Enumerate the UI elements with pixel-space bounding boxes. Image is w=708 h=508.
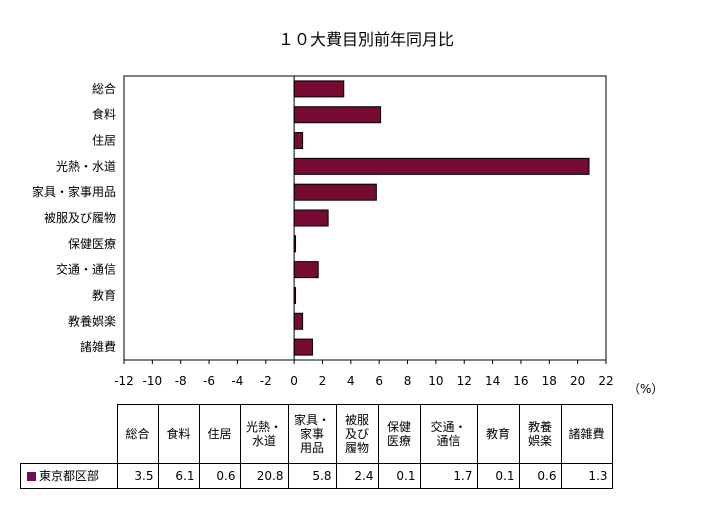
category-label: 光熱・水道 bbox=[56, 159, 116, 173]
category-label: 諸雑費 bbox=[80, 339, 116, 354]
x-tick-label: -4 bbox=[231, 374, 243, 388]
x-tick-label: -8 bbox=[175, 374, 187, 388]
category-label: 食料 bbox=[92, 107, 116, 122]
table-value-cell: 0.6 bbox=[518, 463, 562, 489]
table-header-row: 総合 食料 住居 光熱・ 水道 家具・ 家事 用品 被服 及び 履物 保健 医療 交通・ 通信 教育 教養 娯楽諸… bbox=[20, 404, 613, 464]
category-labels: 総合食料住居光熱・水道家具・家事用品被服及び履物保健医療交通・通信教育教養娯楽諸… bbox=[32, 81, 116, 354]
bar bbox=[293, 132, 304, 150]
table-value-cell: 1.3 bbox=[560, 463, 613, 489]
table-corner-cell bbox=[20, 404, 118, 464]
bar bbox=[293, 261, 319, 279]
bar bbox=[293, 312, 304, 330]
bar bbox=[293, 157, 590, 175]
x-axis-ticks bbox=[123, 360, 607, 364]
table-header-cell: 総合 bbox=[116, 404, 159, 464]
table-value-cell: 5.8 bbox=[287, 463, 337, 489]
table-header-cell: 住居 bbox=[198, 404, 241, 464]
unit-label: （%） bbox=[628, 382, 663, 396]
bar bbox=[293, 183, 377, 201]
table-value-cell: 0.1 bbox=[476, 463, 520, 489]
data-table: 総合 食料 住居 光熱・ 水道 家具・ 家事 用品 被服 及び 履物 保健 医療 交通・ 通信 教育 教養 娯楽諸… bbox=[20, 404, 613, 489]
table-header-cell: 光熱・ 水道 bbox=[239, 404, 289, 464]
table-header-cell: 教育 bbox=[476, 404, 520, 464]
table-row: 東京都区部 3.5 6.1 0.6 20.8 5.8 2.4 0.1 1.7 0.1 0.6 1.3 bbox=[20, 463, 613, 489]
plot-area bbox=[123, 75, 607, 361]
x-tick-label: 2 bbox=[319, 374, 327, 388]
category-label: 教育 bbox=[92, 287, 116, 302]
table-value-cell: 1.7 bbox=[419, 463, 478, 489]
table-header-cell: 保健 医療 bbox=[377, 404, 421, 464]
category-label: 住居 bbox=[92, 134, 116, 148]
category-label: 交通・通信 bbox=[56, 262, 116, 277]
x-tick-label: 20 bbox=[570, 374, 585, 388]
x-tick-label: 12 bbox=[457, 374, 472, 388]
x-tick-label: -2 bbox=[260, 374, 272, 388]
x-tick-label: 22 bbox=[598, 374, 613, 388]
table-value-cell: 6.1 bbox=[157, 463, 200, 489]
table-header-cell: 教養 娯楽 bbox=[518, 404, 562, 464]
x-tick-label: 14 bbox=[485, 374, 500, 388]
bar bbox=[293, 80, 345, 98]
table-value-cell: 20.8 bbox=[239, 463, 289, 489]
table-value-cell: 0.6 bbox=[198, 463, 241, 489]
x-tick-labels: -12 -10 -8 -6 -4 -2 0 2 4 6 8 10 12 14 16 18 20 22 bbox=[114, 374, 613, 388]
series-label-cell: 東京都区部 bbox=[20, 463, 118, 489]
table-value-cell: 3.5 bbox=[116, 463, 159, 489]
x-tick-label: 18 bbox=[542, 374, 557, 388]
category-label: 被服及び履物 bbox=[44, 211, 116, 225]
x-tick-label: -12 bbox=[114, 374, 134, 388]
chart-title: １０大費目別前年同月比 bbox=[278, 30, 454, 49]
table-value-cell: 2.4 bbox=[335, 463, 379, 489]
x-tick-label: 4 bbox=[347, 374, 355, 388]
table-header-cell: 諸雑費 bbox=[560, 404, 613, 464]
bar bbox=[293, 106, 382, 124]
category-label: 家具・家事用品 bbox=[32, 184, 116, 199]
table-header-cell: 被服 及び 履物 bbox=[335, 404, 379, 464]
x-tick-label: 0 bbox=[290, 374, 298, 388]
bar-chart: １０大費目別前年同月比 総合食料住居光熱・水道家具・家事用品被服及び履物保健医療… bbox=[32, 30, 663, 396]
category-label: 総合 bbox=[92, 81, 116, 96]
series-name: 東京都区部 bbox=[39, 469, 100, 483]
table-value-cell: 0.1 bbox=[377, 463, 421, 489]
x-tick-label: 16 bbox=[513, 374, 528, 388]
x-tick-label: -10 bbox=[143, 374, 163, 388]
category-label: 教養娯楽 bbox=[68, 313, 116, 328]
legend-key bbox=[27, 472, 36, 481]
table-header-cell: 食料 bbox=[157, 404, 200, 464]
x-tick-label: 6 bbox=[375, 374, 383, 388]
table-header-cell: 交通・ 通信 bbox=[419, 404, 478, 464]
bar bbox=[293, 338, 314, 356]
x-tick-label: 10 bbox=[428, 374, 443, 388]
x-tick-label: -6 bbox=[203, 374, 215, 388]
bar bbox=[293, 209, 329, 227]
table-header-cell: 家具・ 家事 用品 bbox=[287, 404, 337, 464]
x-tick-label: 8 bbox=[404, 374, 412, 388]
category-label: 保健医療 bbox=[68, 237, 116, 251]
